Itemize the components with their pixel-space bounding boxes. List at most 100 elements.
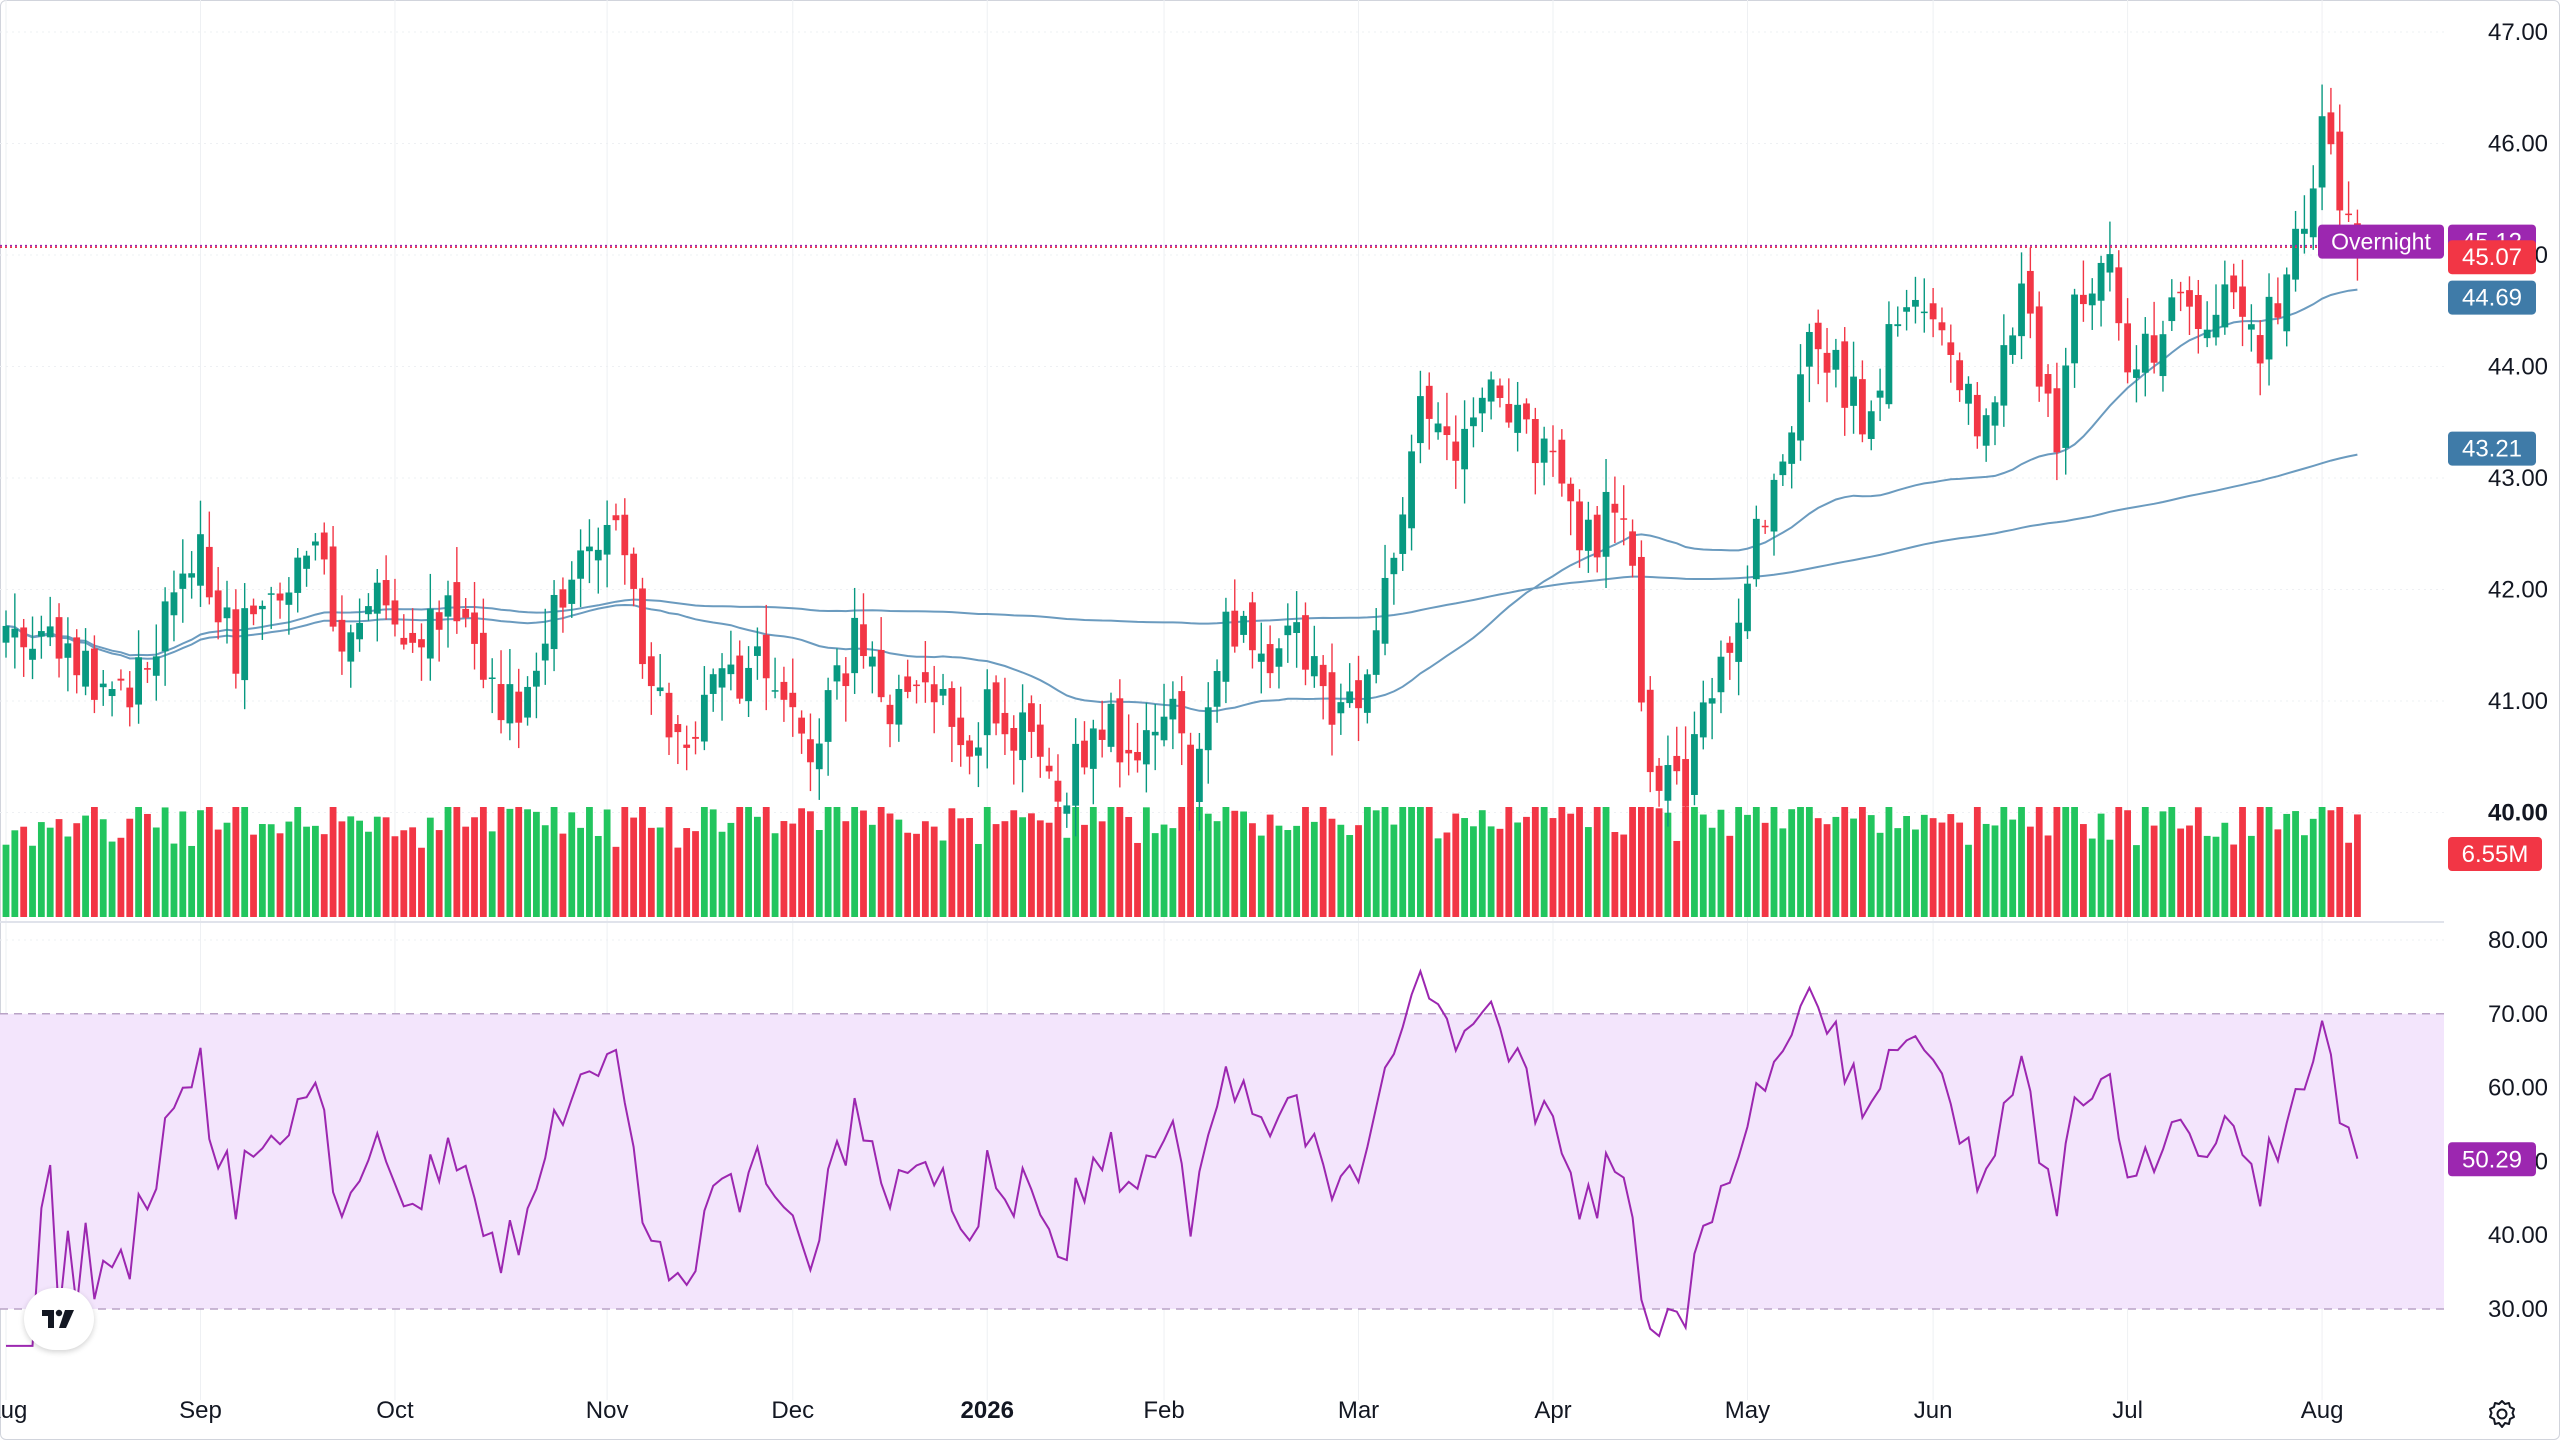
volume-bar bbox=[1452, 813, 1460, 917]
candle-body bbox=[1461, 428, 1468, 470]
candle-body bbox=[2230, 275, 2238, 293]
volume-bar bbox=[152, 827, 160, 917]
volume-bar bbox=[1505, 807, 1513, 917]
candle bbox=[462, 598, 470, 628]
ma-fast-badge-text: 44.69 bbox=[2462, 285, 2522, 312]
candle-body bbox=[2274, 303, 2282, 318]
candle-body bbox=[1584, 519, 1592, 551]
rsi-last-badge-bg bbox=[2448, 1142, 2536, 1177]
volume-bar bbox=[1620, 834, 1628, 917]
candle-body bbox=[939, 688, 947, 696]
volume-bar bbox=[197, 810, 204, 917]
candle-body bbox=[2097, 262, 2105, 301]
candle-body bbox=[2168, 297, 2176, 322]
candle-body bbox=[1947, 342, 1955, 355]
candle-body bbox=[1558, 439, 1566, 484]
candle-body bbox=[851, 617, 859, 674]
candle-body bbox=[1673, 755, 1681, 772]
candle bbox=[2168, 279, 2176, 332]
volume-bar bbox=[1797, 807, 1804, 917]
rsi-tick-label: 40.00 bbox=[2488, 1222, 2548, 1249]
candle bbox=[1929, 288, 1937, 338]
candle-body bbox=[391, 600, 399, 625]
candle-body bbox=[1470, 417, 1477, 427]
candle bbox=[1231, 579, 1239, 653]
candle bbox=[1664, 735, 1672, 827]
volume-bar bbox=[1514, 822, 1522, 917]
volume-bar bbox=[285, 821, 293, 917]
candle-body bbox=[674, 723, 682, 733]
volume-bar bbox=[1876, 832, 1884, 917]
candle bbox=[1160, 683, 1168, 747]
candle-body bbox=[966, 740, 973, 757]
volume-bar bbox=[1646, 807, 1654, 917]
x-tick-label: Apr bbox=[1534, 1397, 1571, 1424]
candle-body bbox=[1514, 404, 1522, 433]
candle bbox=[320, 522, 328, 575]
candle-body bbox=[135, 657, 142, 705]
candle-body bbox=[1814, 322, 1822, 350]
candle-body bbox=[692, 736, 699, 739]
volume-bar bbox=[1346, 835, 1354, 917]
volume-bar bbox=[1885, 807, 1893, 917]
volume-bar bbox=[1072, 807, 1080, 917]
candle bbox=[1399, 497, 1407, 571]
x-tick-label: Dec bbox=[771, 1397, 814, 1424]
volume-bar bbox=[462, 826, 470, 917]
candle bbox=[1859, 360, 1866, 443]
volume-bar bbox=[568, 812, 576, 917]
candle bbox=[2115, 250, 2123, 341]
candle-body bbox=[444, 595, 452, 617]
candle bbox=[1867, 400, 1875, 451]
candle-body bbox=[1593, 514, 1601, 558]
candle bbox=[621, 498, 629, 585]
volume-bar bbox=[418, 847, 425, 917]
volume-bar bbox=[1417, 807, 1424, 917]
volume-bar bbox=[382, 817, 390, 917]
candle bbox=[860, 593, 867, 669]
candle-body bbox=[1735, 622, 1743, 662]
candle bbox=[506, 648, 514, 741]
candle-body bbox=[2062, 365, 2070, 448]
volume-bar bbox=[1196, 807, 1203, 917]
candle-body bbox=[214, 590, 222, 623]
volume-bar bbox=[2159, 811, 2167, 917]
candle-body bbox=[1708, 698, 1716, 704]
volume-bar bbox=[2265, 807, 2273, 917]
candle-body bbox=[11, 628, 19, 638]
candle bbox=[1735, 598, 1743, 696]
tradingview-logo-icon[interactable] bbox=[24, 1288, 94, 1350]
candle-body bbox=[426, 608, 434, 659]
volume-bar bbox=[179, 811, 187, 917]
volume-bar bbox=[1134, 842, 1141, 917]
volume-bar bbox=[1540, 807, 1548, 917]
candle-body bbox=[586, 546, 593, 552]
candle-body bbox=[126, 687, 134, 708]
gear-icon[interactable] bbox=[2480, 1392, 2524, 1436]
candle-body bbox=[285, 592, 293, 605]
candle bbox=[1169, 681, 1177, 750]
volume-bar bbox=[2133, 845, 2140, 917]
volume-bar bbox=[718, 831, 726, 917]
candle-body bbox=[1072, 743, 1080, 806]
candle-body bbox=[2345, 213, 2352, 216]
volume-bar bbox=[727, 822, 735, 917]
candle-body bbox=[1036, 724, 1044, 757]
candle-body bbox=[1620, 518, 1628, 520]
candle bbox=[1461, 400, 1468, 504]
volume-bar bbox=[1629, 807, 1636, 917]
volume-bar bbox=[506, 808, 514, 917]
candle bbox=[674, 715, 682, 765]
volume-bar bbox=[1470, 826, 1477, 917]
volume-bar bbox=[2301, 835, 2308, 917]
candle-body bbox=[2009, 335, 2017, 355]
candle bbox=[2239, 259, 2246, 347]
volume-badge-bg bbox=[2448, 837, 2542, 871]
candle-body bbox=[64, 643, 72, 658]
candle bbox=[921, 641, 929, 703]
volume-bar bbox=[471, 817, 478, 917]
candle bbox=[948, 681, 956, 763]
volume-bar bbox=[232, 807, 240, 917]
